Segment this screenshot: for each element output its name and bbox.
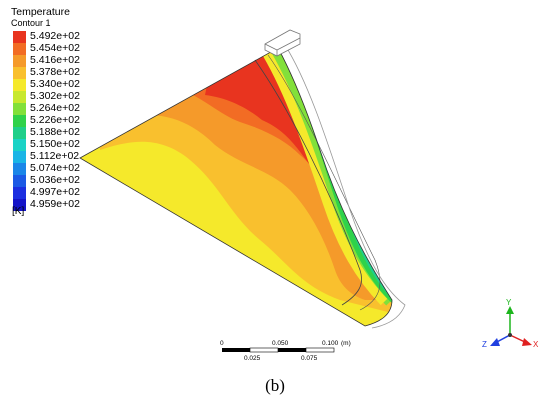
legend-label: 5.112e+02 [30, 150, 80, 162]
legend-row: 5.492e+02 [13, 30, 133, 43]
legend-swatch [13, 115, 26, 127]
legend-row: 5.112e+02 [13, 150, 133, 163]
legend-swatch [13, 55, 26, 67]
axis-x-label: X [533, 340, 539, 349]
legend-row: 5.188e+02 [13, 126, 133, 139]
legend-row: 5.416e+02 [13, 54, 133, 67]
legend-label: 4.997e+02 [30, 186, 80, 198]
legend-swatch [13, 43, 26, 55]
legend-label: 5.340e+02 [30, 78, 80, 90]
scale-label-0025: 0.025 [244, 355, 261, 362]
legend-row: 5.150e+02 [13, 138, 133, 151]
legend-label: 5.226e+02 [30, 114, 80, 126]
legend-swatch [13, 151, 26, 163]
legend-label: 5.074e+02 [30, 162, 80, 174]
legend-row: 5.302e+02 [13, 90, 133, 103]
scale-bar: 0 0.050 0.100 (m) 0.025 0.075 [220, 340, 351, 362]
legend-row: 5.074e+02 [13, 162, 133, 175]
axis-z-label: Z [482, 340, 487, 349]
figure-caption: (b) [265, 376, 285, 395]
scale-label-0050: 0.050 [272, 340, 289, 347]
legend-swatch [13, 175, 26, 187]
legend-row: 4.959e+02 [13, 198, 133, 211]
legend-label: 5.492e+02 [30, 30, 80, 42]
legend-swatch [13, 103, 26, 115]
scale-label-0: 0 [220, 340, 224, 347]
legend-label: 5.454e+02 [30, 42, 80, 54]
legend-swatch [13, 79, 26, 91]
legend-swatch [13, 67, 26, 79]
legend-label: 5.416e+02 [30, 54, 80, 66]
legend-label: 5.188e+02 [30, 126, 80, 138]
legend-row: 5.378e+02 [13, 66, 133, 79]
legend-row: 5.340e+02 [13, 78, 133, 91]
legend-label: 5.150e+02 [30, 138, 80, 150]
axis-triad: Y X Z [482, 298, 539, 349]
legend-row: 5.454e+02 [13, 42, 133, 55]
axis-y-label: Y [506, 298, 512, 307]
legend-unit: [K] [12, 206, 25, 217]
legend-swatch [13, 31, 26, 43]
legend-label: 5.264e+02 [30, 102, 80, 114]
scale-label-unit: (m) [341, 340, 351, 347]
legend-row: 5.036e+02 [13, 174, 133, 187]
legend-row: 4.997e+02 [13, 186, 133, 199]
legend-swatch [13, 199, 26, 211]
legend-swatch [13, 187, 26, 199]
scale-label-0075: 0.075 [301, 355, 318, 362]
legend-label: 5.036e+02 [30, 174, 80, 186]
legend-label: 4.959e+02 [30, 198, 80, 210]
legend-row: 5.226e+02 [13, 114, 133, 127]
legend-label: 5.378e+02 [30, 66, 80, 78]
legend-swatch [13, 127, 26, 139]
legend-swatch [13, 91, 26, 103]
legend-row: 5.264e+02 [13, 102, 133, 115]
legend-swatch [13, 139, 26, 151]
scale-label-0100: 0.100 [322, 340, 339, 347]
legend-title: Temperature [11, 6, 70, 18]
legend-swatch [13, 163, 26, 175]
legend-label: 5.302e+02 [30, 90, 80, 102]
legend-subtitle: Contour 1 [11, 18, 51, 28]
contour-domain [79, 29, 406, 329]
